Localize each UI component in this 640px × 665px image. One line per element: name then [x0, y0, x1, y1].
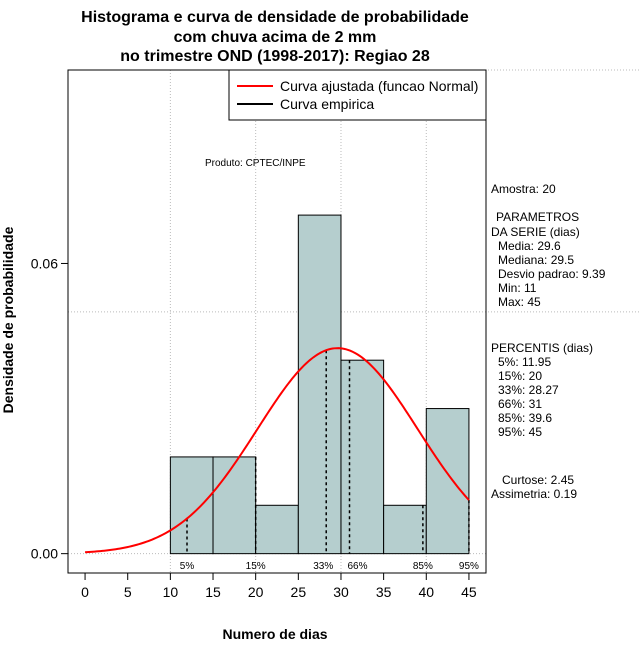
- legend-label-normal: Curva ajustada (funcao Normal): [280, 78, 478, 94]
- percentile-label-3: 66%: [348, 561, 368, 572]
- legend: Curva ajustada (funcao Normal) Curva emp…: [228, 69, 487, 121]
- x-tick-label-0: 0: [81, 584, 89, 600]
- y-tick-label-1: 0.06: [31, 255, 58, 271]
- histogram-bar-2: [255, 504, 299, 555]
- plot-frame: [67, 69, 487, 574]
- params-header-1: PARAMETROS: [496, 210, 579, 224]
- x-tick-label-15: 15: [205, 584, 221, 600]
- product-annotation: Produto: CPTEC/INPE: [205, 158, 306, 169]
- x-tick-label-45: 45: [461, 584, 477, 600]
- percentil-5: 5%: 11.95: [498, 355, 551, 369]
- percentile-lines: 5% 15% 33% 66% 85% 95%: [180, 350, 479, 572]
- x-tick-label-35: 35: [376, 584, 392, 600]
- histogram-bar-0: [169, 456, 214, 555]
- histogram-bars: [169, 214, 470, 555]
- kurtosis: Curtose: 2.45: [502, 473, 574, 487]
- param-sd: Desvio padrao: 9.39: [498, 267, 606, 281]
- y-tick-label-0: 0.00: [31, 546, 58, 562]
- percentile-label-1: 15%: [246, 561, 266, 572]
- x-tick-label-20: 20: [248, 584, 264, 600]
- side-stats-panel: Amostra: 20 PARAMETROS DA SERIE (dias) M…: [491, 182, 606, 501]
- x-tick-label-40: 40: [418, 584, 434, 600]
- percentil-85: 85%: 39.6: [498, 411, 552, 425]
- histogram-bar-4: [340, 359, 385, 555]
- percentil-66: 66%: 31: [498, 397, 542, 411]
- histogram-bar-6: [425, 408, 470, 555]
- percentis-header: PERCENTIS (dias): [491, 341, 593, 355]
- y-axis-label: Densidade de probabilidade: [0, 226, 16, 413]
- percentil-95: 95%: 45: [498, 425, 542, 439]
- skewness: Assimetria: 0.19: [491, 487, 577, 501]
- histogram-bar-5: [383, 504, 427, 555]
- chart-title-line-1: Histograma e curva de densidade de proba…: [81, 9, 469, 26]
- params-header-2: DA SERIE (dias): [491, 225, 580, 239]
- x-axis-label: Numero de dias: [222, 626, 327, 642]
- chart-title: Histograma e curva de densidade de proba…: [81, 9, 469, 65]
- percentile-label-2: 33%: [313, 561, 333, 572]
- percentil-33: 33%: 28.27: [498, 383, 559, 397]
- percentile-label-5: 95%: [459, 561, 479, 572]
- param-median: Mediana: 29.5: [498, 253, 574, 267]
- x-tick-label-5: 5: [124, 584, 132, 600]
- normal-curve-line: [85, 347, 470, 554]
- percentile-label-4: 85%: [413, 561, 433, 572]
- histogram-bar-3: [297, 214, 342, 555]
- chart-title-line-2: com chuva acima de 2 mm: [174, 29, 377, 46]
- percentil-15: 15%: 20: [498, 369, 542, 383]
- legend-label-empirical: Curva empirica: [280, 96, 374, 112]
- histogram-bar-1: [212, 456, 257, 555]
- x-tick-label-30: 30: [333, 584, 349, 600]
- param-max: Max: 45: [498, 295, 541, 309]
- percentile-label-0: 5%: [180, 561, 195, 572]
- legend-box: [228, 69, 487, 121]
- x-tick-label-10: 10: [163, 584, 179, 600]
- chart-title-line-3: no trimestre OND (1998-2017): Regiao 28: [120, 48, 430, 65]
- x-tick-label-25: 25: [291, 584, 307, 600]
- param-min: Min: 11: [498, 281, 537, 295]
- param-mean: Media: 29.6: [498, 239, 561, 253]
- x-axis: 0 5 10 15 20 25 30 35 40 45: [81, 572, 477, 600]
- sample-size: Amostra: 20: [491, 182, 556, 196]
- y-axis: 0.00 0.06: [31, 255, 68, 562]
